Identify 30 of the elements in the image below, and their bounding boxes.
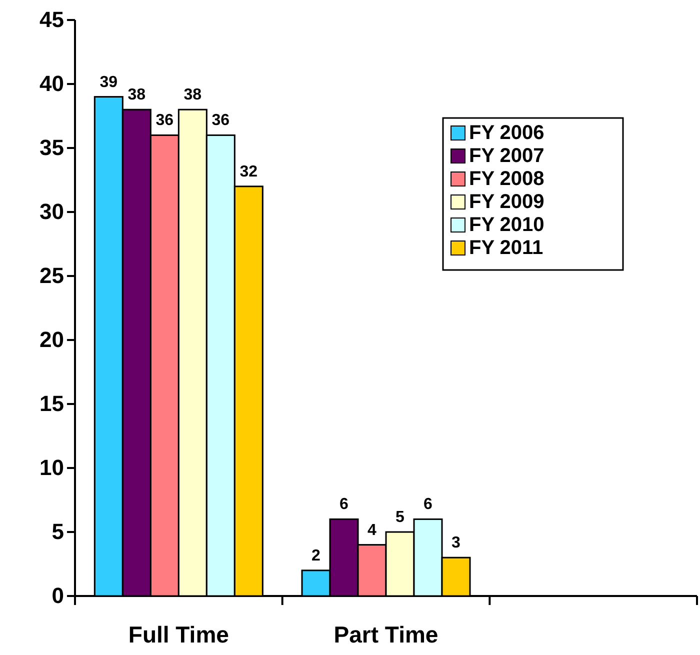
y-tick-label: 5 [52, 519, 64, 544]
data-label: 5 [396, 509, 405, 526]
legend-label: FY 2010 [469, 214, 544, 236]
y-tick-label: 0 [52, 583, 64, 608]
y-tick-label: 25 [40, 263, 64, 288]
data-label: 6 [424, 496, 433, 514]
data-label: 3 [452, 534, 461, 552]
y-tick-label: 15 [40, 391, 64, 416]
y-tick-label: 40 [40, 71, 64, 96]
x-tick-label: Part Time [334, 622, 438, 648]
x-tick-label: Full Time [128, 622, 229, 648]
legend-label: FY 2007 [469, 145, 544, 167]
legend-label: FY 2011 [469, 237, 544, 259]
data-label: 2 [312, 547, 321, 564]
data-label: 39 [100, 74, 118, 91]
y-tick-label: 45 [40, 7, 64, 32]
y-tick-label: 30 [40, 199, 64, 224]
legend-label: FY 2006 [469, 122, 544, 144]
data-label: 4 [368, 522, 377, 539]
data-label: 38 [184, 86, 202, 104]
legend-label: FY 2009 [469, 191, 544, 213]
y-tick-label: 10 [40, 455, 64, 480]
data-label: 38 [128, 86, 146, 104]
legend-label: FY 2008 [469, 168, 544, 190]
data-label: 32 [240, 163, 258, 180]
data-label: 36 [156, 112, 174, 130]
y-tick-label: 35 [40, 135, 64, 160]
data-label: 36 [212, 112, 230, 130]
data-label: 6 [340, 496, 349, 514]
y-tick-label: 20 [40, 327, 64, 352]
